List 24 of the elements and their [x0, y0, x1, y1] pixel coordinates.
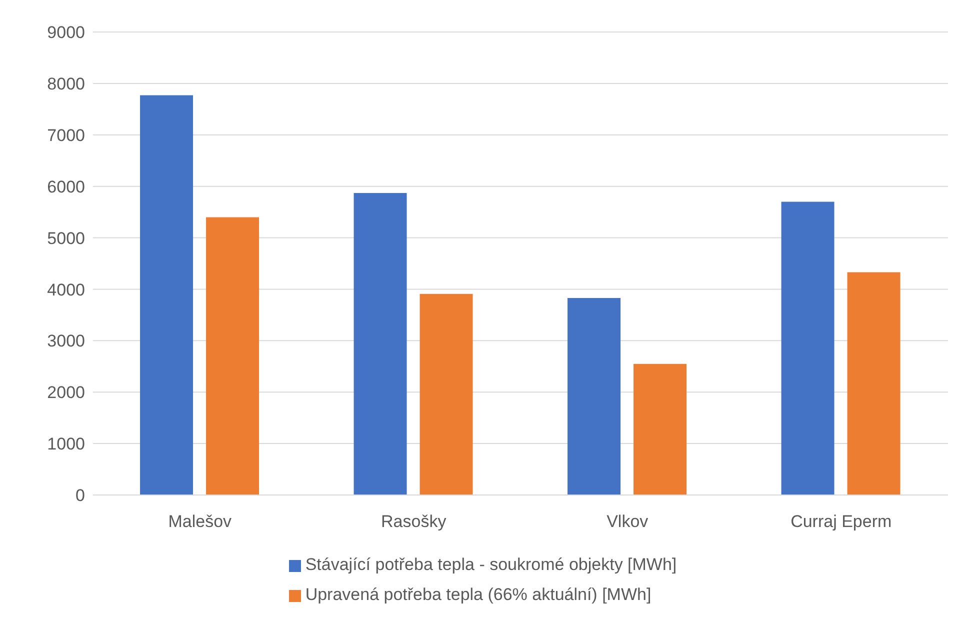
bar	[634, 364, 687, 495]
y-tick-label: 3000	[47, 332, 85, 351]
y-tick-label: 7000	[47, 126, 85, 145]
y-tick-label: 1000	[47, 434, 85, 454]
y-tick-label: 2000	[47, 383, 85, 402]
bar	[140, 95, 194, 495]
bar	[206, 217, 260, 495]
bar	[847, 272, 900, 495]
y-tick-label: 8000	[47, 74, 85, 94]
y-tick-label: 4000	[47, 280, 85, 300]
x-tick-label: Curraj Eperm	[790, 512, 892, 532]
y-tick-label: 5000	[47, 228, 85, 248]
x-tick-label: Vlkov	[606, 512, 649, 532]
y-tick-label: 0	[76, 486, 85, 506]
legend-label: Stávající potřeba tepla - soukromé objekty [MWh]	[305, 555, 677, 574]
bar	[781, 202, 834, 495]
y-tick-label: 6000	[47, 177, 85, 196]
legend-label: Upravená potřeba tepla (66% aktuální) [MWh]	[305, 585, 652, 604]
bar	[420, 294, 473, 495]
x-tick-label: Malešov	[168, 512, 232, 532]
y-tick-label: 9000	[47, 23, 85, 42]
x-tick-label: Rasošky	[381, 512, 447, 532]
bar	[568, 298, 621, 495]
bar	[354, 193, 407, 495]
